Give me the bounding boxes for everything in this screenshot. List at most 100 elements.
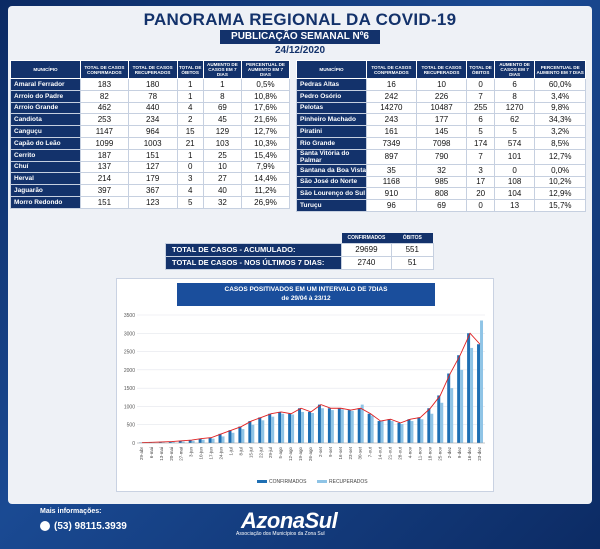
table-row: Candiota 253 234 2 45 21,6% (10, 113, 291, 127)
table-cell: 27 (202, 172, 242, 186)
municipality-name: Morro Redondo (10, 195, 81, 209)
y-tick-label: 2000 (124, 368, 135, 374)
x-tick-label: 3-jun (189, 447, 194, 458)
table-cell: 127 (127, 160, 178, 174)
column-header: TOTAL DE ÓBITOS (466, 60, 495, 79)
table-cell: 7 (466, 89, 495, 103)
summary-value-confirmed: 2740 (341, 255, 392, 270)
table-cell: 32 (415, 163, 468, 177)
table-cell: 151 (80, 195, 129, 209)
municipality-table-right: MUNICÍPIO TOTAL DE CASOS CONFIRMADOS TOTAL… (296, 60, 586, 212)
table-cell: 1 (202, 78, 242, 91)
logo: AzonaSul (241, 508, 338, 534)
table-cell: 8 (202, 89, 242, 103)
bar-confirmados (457, 355, 461, 443)
bar-recuperados (380, 421, 384, 443)
bar-confirmados (347, 410, 351, 443)
table-cell: 108 (493, 175, 536, 189)
table-cell: 243 (366, 113, 417, 127)
bar-confirmados (228, 430, 232, 443)
table-row: Pedras Altas 16 10 0 6 60,0% (296, 78, 586, 91)
table-cell: 60,0% (534, 78, 586, 91)
table-row: Pinheiro Machado 243 177 6 62 34,3% (296, 113, 586, 127)
table-cell: 964 (127, 125, 178, 138)
table-cell: 174 (466, 136, 495, 150)
x-tick-label: 27-mai (179, 447, 184, 461)
bar-confirmados (188, 440, 192, 443)
bar-confirmados (377, 421, 381, 443)
table-cell: 9,8% (534, 101, 586, 115)
x-tick-label: 13-mai (159, 447, 164, 461)
table-cell: 101 (493, 148, 536, 165)
x-tick-label: 26-ago (308, 447, 313, 462)
bar-confirmados (367, 413, 371, 443)
bar-recuperados (330, 410, 334, 443)
legend-swatch (257, 480, 267, 483)
x-tick-label: 5-ago (278, 447, 283, 459)
table-cell: 0 (466, 78, 495, 91)
y-tick-label: 1500 (124, 386, 135, 392)
summary-value-deaths: 551 (390, 242, 434, 257)
table-cell: 4 (176, 184, 204, 197)
bar-confirmados (178, 440, 182, 443)
municipality-name: Amaral Ferrador (10, 78, 81, 91)
y-tick-label: 0 (132, 441, 135, 447)
table-cell: 255 (466, 101, 495, 115)
bar-recuperados (420, 419, 424, 443)
table-cell: 137 (80, 160, 129, 174)
table-cell: 17 (466, 175, 495, 189)
page-title: PANORAMA REGIONAL DA COVID-19 (143, 10, 457, 29)
table-cell: 161 (366, 125, 417, 138)
bar-confirmados (397, 422, 401, 443)
table-cell: 897 (366, 148, 417, 165)
table-cell: 25 (202, 148, 242, 162)
summary-header-deaths: ÓBITOS (391, 233, 434, 243)
table-cell: 1099 (80, 136, 129, 150)
bar-recuperados (370, 415, 374, 443)
table-row: Arroio do Padre 82 78 1 8 10,8% (10, 89, 291, 103)
bar-confirmados (168, 441, 172, 443)
table-cell: 5 (493, 125, 536, 138)
bar-recuperados (430, 413, 434, 443)
x-tick-label: 21-out (388, 446, 393, 460)
table-cell: 32 (202, 195, 242, 209)
table-cell: 16 (366, 78, 417, 91)
publication-date: 24/12/2020 (274, 45, 326, 56)
table-cell: 15,7% (534, 199, 586, 212)
bar-confirmados (288, 413, 292, 443)
x-tick-label: 22-jul (258, 447, 263, 458)
x-tick-label: 18-nov (427, 446, 432, 461)
summary-table: CONFIRMADOS ÓBITOS TOTAL DE CASOS - ACUM… (165, 233, 434, 270)
table-row: Herval 214 179 3 27 14,4% (10, 172, 291, 186)
table-row: Piratini 161 145 5 5 3,2% (296, 125, 586, 138)
x-tick-label: 12-ago (288, 447, 293, 462)
bar-recuperados (450, 388, 454, 443)
table-cell: 12,7% (240, 125, 291, 138)
table-cell: 62 (493, 113, 536, 127)
bar-confirmados (268, 413, 272, 443)
table-cell: 5 (466, 125, 495, 138)
table-row: Santa Vitória do Palmar 897 790 7 101 12,7% (296, 148, 586, 165)
column-header: PERCENTUAL DE AUMENTO EM 7 DIAS (240, 60, 291, 79)
table-cell: 11,2% (240, 184, 291, 197)
table-cell: 35 (366, 163, 417, 177)
bar-recuperados (281, 413, 285, 443)
municipality-name: Capão do Leão (10, 136, 81, 150)
table-cell: 40 (202, 184, 242, 197)
chart-subtitle: de 29/04 à 23/12 (281, 295, 331, 302)
bar-confirmados (477, 344, 481, 443)
bar-confirmados (218, 433, 222, 443)
summary-spacer (166, 233, 342, 243)
trendline (141, 332, 481, 444)
table-cell: 1 (176, 78, 204, 91)
table-cell: 45 (202, 113, 242, 127)
info-label: Mais informações: (40, 508, 102, 515)
table-cell: 462 (80, 101, 129, 115)
table-cell: 0 (493, 163, 536, 177)
x-tick-label: 16-set (338, 446, 343, 459)
bar-confirmados (278, 411, 282, 443)
legend-label: RECUPERADOS (329, 479, 368, 485)
logo-subtitle: Associação dos Municípios da Zona Sul (236, 531, 325, 537)
summary-label-last-7-days: TOTAL DE CASOS - NOS ÚLTIMOS 7 DIAS: (165, 255, 342, 270)
table-cell: 4 (176, 101, 204, 115)
